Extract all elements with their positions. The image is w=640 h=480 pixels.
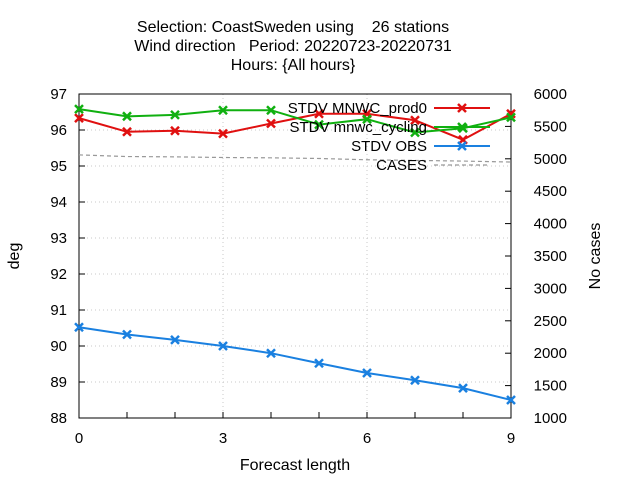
series-line xyxy=(78,154,512,163)
series-point xyxy=(122,126,132,137)
y2-tick-label: 2500 xyxy=(534,313,567,330)
chart-title-line: Selection: CoastSweden using 26 stations xyxy=(137,19,449,36)
y-tick-label: 96 xyxy=(50,122,67,139)
series-point xyxy=(74,322,84,333)
legend-marker xyxy=(457,141,467,151)
y2-tick-label: 5000 xyxy=(534,151,567,168)
y-tick-label: 97 xyxy=(50,86,67,103)
series-point xyxy=(170,125,180,136)
series-point xyxy=(74,113,84,124)
x-tick-label: 3 xyxy=(219,430,227,447)
series-point xyxy=(314,119,324,130)
series-2 xyxy=(74,322,516,405)
y-tick-label: 94 xyxy=(50,194,67,211)
series-point xyxy=(506,112,516,123)
y2-tick-label: 5500 xyxy=(534,118,567,135)
y-tick-label: 88 xyxy=(50,410,67,427)
series-point xyxy=(218,341,228,351)
chart-title-line: Hours: {All hours} xyxy=(231,57,356,74)
y-axis-label: deg xyxy=(6,243,23,270)
y-tick-label: 95 xyxy=(50,158,67,175)
legend: STDV MNWC_prod0 STDV mnwc_cycling STDV OBS… xyxy=(288,100,490,174)
chart-title: Selection: CoastSweden using 26 stations… xyxy=(134,19,452,74)
chart-title-line: Wind direction Period: 20220723-20220731 xyxy=(134,38,452,55)
y2-axis-label: No cases xyxy=(587,223,604,290)
series-line xyxy=(78,326,512,401)
series-point xyxy=(410,115,420,126)
y-tick-label: 92 xyxy=(50,266,67,283)
series-point xyxy=(170,334,180,345)
series-point xyxy=(362,368,372,378)
y2-tick-label: 4500 xyxy=(534,183,567,200)
x-tick-label: 0 xyxy=(75,430,83,447)
series-point xyxy=(266,348,276,359)
y-tick-label: 93 xyxy=(50,230,67,247)
series-point xyxy=(122,111,132,122)
x-axis-label: Forecast length xyxy=(240,457,350,474)
y2-tick-label: 3500 xyxy=(534,248,567,265)
x-tick-label: 6 xyxy=(363,430,371,447)
legend-label: STDV MNWC_prod0 xyxy=(288,100,427,117)
legend-label: STDV mnwc_cycling xyxy=(289,119,427,136)
y-tick-label: 90 xyxy=(50,338,67,355)
series xyxy=(74,104,516,405)
y2-tick-label: 4000 xyxy=(534,216,567,233)
series-point xyxy=(170,109,180,120)
series-point xyxy=(266,118,276,129)
series-point xyxy=(506,395,516,405)
plot-frame xyxy=(78,93,512,419)
legend-label: STDV OBS xyxy=(351,138,427,155)
grid xyxy=(79,94,511,418)
y-tick-label: 91 xyxy=(50,302,67,319)
legend-marker xyxy=(457,122,467,132)
y2-tick-label: 6000 xyxy=(534,86,567,103)
series-point xyxy=(314,108,324,119)
y2-tick-label: 1000 xyxy=(534,410,567,427)
series-point xyxy=(122,329,132,340)
series-point xyxy=(266,105,276,116)
axis-ticks: 8889909192939495969710001500200025003000… xyxy=(50,86,567,447)
y2-tick-label: 2000 xyxy=(534,345,567,362)
series-point xyxy=(314,358,324,369)
series-point xyxy=(362,114,372,125)
series-point xyxy=(410,127,420,138)
x-tick-label: 9 xyxy=(507,430,515,447)
series-line xyxy=(78,108,512,134)
y-tick-label: 89 xyxy=(50,374,67,391)
series-point xyxy=(410,375,420,386)
series-point xyxy=(458,383,468,394)
series-1 xyxy=(74,104,516,138)
series-point xyxy=(74,104,84,115)
y2-tick-label: 3000 xyxy=(534,280,567,297)
y2-tick-label: 1500 xyxy=(534,378,567,395)
series-point xyxy=(218,105,228,116)
legend-marker xyxy=(457,103,467,113)
series-3 xyxy=(78,154,512,163)
series-point xyxy=(218,128,228,139)
legend-label: CASES xyxy=(376,157,427,174)
